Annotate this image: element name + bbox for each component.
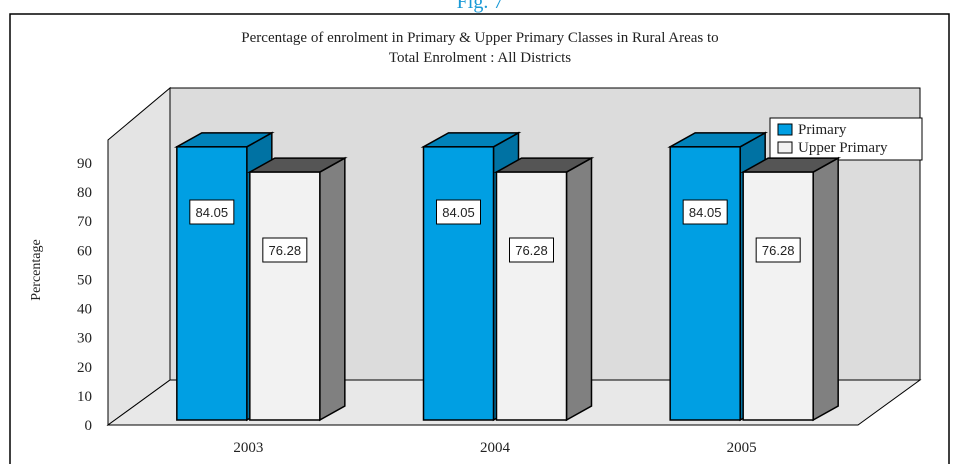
figure-caption: Fig. 7 [457, 0, 504, 13]
bar [742, 171, 814, 421]
x-tick-label: 2004 [480, 440, 511, 456]
value-label-box [262, 237, 308, 263]
y-tick-label: 30 [77, 331, 92, 347]
legend [769, 117, 923, 161]
chart-title: Total Enrolment : All Districts [389, 50, 571, 66]
value-label: 84.05 [689, 205, 722, 220]
x-tick-label: 2003 [233, 440, 263, 456]
legend-label: Upper Primary [798, 140, 888, 156]
value-label: 84.05 [196, 205, 229, 220]
x-tick-label: 2005 [727, 440, 757, 456]
y-tick-label: 20 [77, 360, 92, 376]
value-label-box [755, 237, 801, 263]
bar [495, 171, 568, 421]
y-tick-label: 70 [77, 214, 92, 230]
value-label-box [509, 237, 554, 263]
y-tick-label: 0 [85, 418, 93, 434]
value-label: 76.28 [762, 243, 795, 258]
value-label-box [436, 199, 481, 225]
bar [669, 146, 741, 421]
value-label: 76.28 [269, 243, 302, 258]
legend-box [769, 117, 923, 161]
y-tick-label: 10 [77, 389, 92, 405]
y-tick-label: 90 [77, 156, 92, 172]
legend-label: Primary [798, 122, 847, 138]
legend-swatch [777, 141, 793, 154]
bar-side [812, 156, 839, 422]
bar-side [319, 156, 346, 422]
chart-title: Percentage of enrolment in Primary & Upp… [241, 30, 718, 46]
y-axis-label: Percentage [29, 239, 44, 300]
bar [249, 171, 321, 421]
bar [422, 146, 495, 421]
y-tick-label: 80 [77, 185, 92, 201]
legend-swatch [777, 123, 793, 136]
frame [9, 13, 950, 464]
bar [176, 146, 248, 421]
bar-side [565, 156, 593, 422]
value-label: 84.05 [442, 205, 475, 220]
side-wall [107, 86, 171, 426]
value-label-box [189, 199, 235, 225]
value-label-box [682, 199, 728, 225]
value-label: 76.28 [515, 243, 548, 258]
y-tick-label: 40 [77, 302, 92, 318]
y-tick-label: 60 [77, 243, 92, 259]
y-tick-label: 50 [77, 272, 92, 288]
